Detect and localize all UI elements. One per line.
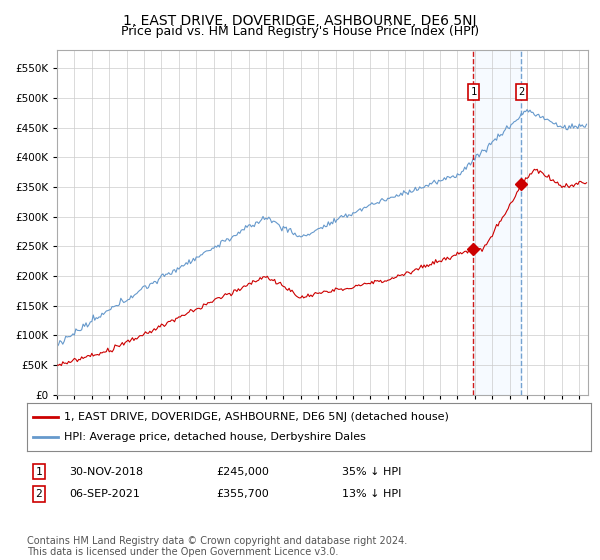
- Text: 2: 2: [518, 87, 524, 97]
- Text: Contains HM Land Registry data © Crown copyright and database right 2024.
This d: Contains HM Land Registry data © Crown c…: [27, 535, 407, 557]
- Text: £355,700: £355,700: [216, 489, 269, 499]
- Text: 06-SEP-2021: 06-SEP-2021: [69, 489, 140, 499]
- Text: 2: 2: [35, 489, 43, 499]
- Bar: [473, 50, 521, 395]
- Text: £245,000: £245,000: [216, 466, 269, 477]
- Text: 1, EAST DRIVE, DOVERIDGE, ASHBOURNE, DE6 5NJ: 1, EAST DRIVE, DOVERIDGE, ASHBOURNE, DE6…: [123, 14, 477, 28]
- Text: 1: 1: [35, 466, 43, 477]
- Text: 1, EAST DRIVE, DOVERIDGE, ASHBOURNE, DE6 5NJ (detached house): 1, EAST DRIVE, DOVERIDGE, ASHBOURNE, DE6…: [64, 412, 449, 422]
- Text: 1: 1: [470, 87, 476, 97]
- Text: 35% ↓ HPI: 35% ↓ HPI: [342, 466, 401, 477]
- Text: Price paid vs. HM Land Registry's House Price Index (HPI): Price paid vs. HM Land Registry's House …: [121, 25, 479, 38]
- Text: 13% ↓ HPI: 13% ↓ HPI: [342, 489, 401, 499]
- Text: 30-NOV-2018: 30-NOV-2018: [69, 466, 143, 477]
- Text: HPI: Average price, detached house, Derbyshire Dales: HPI: Average price, detached house, Derb…: [64, 432, 365, 442]
